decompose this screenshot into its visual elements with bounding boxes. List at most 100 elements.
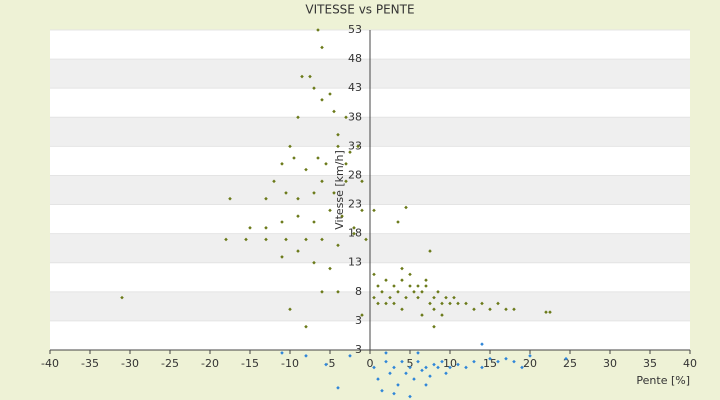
scatter-point — [436, 290, 440, 294]
scatter-point — [372, 295, 376, 300]
x-tick-label: 40 — [683, 357, 697, 370]
scatter-point — [336, 144, 340, 149]
scatter-point — [412, 377, 416, 381]
x-tick-label: -5 — [325, 357, 336, 370]
scatter-point — [564, 356, 568, 361]
x-axis-label: Pente [%] — [636, 374, 690, 387]
scatter-point — [504, 307, 508, 312]
scatter-point — [432, 295, 436, 300]
scatter-point — [324, 162, 328, 166]
scatter-point — [312, 191, 316, 195]
scatter-point — [440, 313, 444, 317]
scatter-point — [308, 74, 312, 79]
scatter-point — [312, 220, 316, 224]
x-tick-label: 5 — [407, 357, 414, 370]
scatter-point — [372, 365, 376, 370]
scatter-point — [264, 196, 268, 201]
y-tick-label: 43 — [348, 81, 362, 94]
scatter-point — [304, 354, 308, 358]
scatter-point — [400, 307, 404, 312]
scatter-point — [328, 92, 332, 96]
scatter-point — [320, 179, 324, 184]
x-tick-label: -10 — [281, 357, 299, 370]
scatter-point — [340, 214, 344, 218]
scatter-point — [548, 310, 552, 314]
scatter-point — [372, 208, 376, 213]
scatter-point — [428, 249, 432, 253]
scatter-point — [328, 266, 332, 271]
y-tick-label: 13 — [348, 256, 362, 269]
scatter-point — [404, 295, 408, 300]
y-axis-label: Vitesse [km/h] — [333, 150, 346, 230]
scatter-point — [496, 359, 500, 364]
scatter-point — [488, 307, 492, 312]
scatter-point — [352, 226, 356, 230]
scatter-point — [248, 226, 252, 230]
y-tick-label: 28 — [348, 168, 362, 181]
scatter-point — [300, 74, 304, 79]
scatter-point — [424, 278, 428, 282]
scatter-point — [332, 109, 336, 114]
scatter-point — [388, 295, 392, 300]
scatter-point — [420, 313, 424, 317]
scatter-point — [320, 45, 324, 50]
scatter-point — [384, 359, 388, 364]
scatter-point — [304, 324, 308, 329]
scatter-point — [380, 290, 384, 294]
scatter-point — [528, 354, 532, 358]
scatter-point — [288, 307, 292, 312]
y-tick-label: 53 — [348, 23, 362, 36]
x-tick-label: 20 — [523, 357, 537, 370]
scatter-point — [480, 365, 484, 370]
x-tick-label: -30 — [121, 357, 139, 370]
x-tick-label: 35 — [643, 357, 657, 370]
y-tick-label: 8 — [355, 285, 362, 298]
scatter-point — [428, 301, 432, 306]
y-tick-label: 33 — [348, 139, 362, 152]
x-tick-label: -35 — [81, 357, 99, 370]
scatter-point — [376, 377, 380, 381]
scatter-point — [428, 374, 432, 378]
scatter-point — [416, 351, 420, 355]
scatter-point — [520, 365, 524, 370]
scatter-point — [424, 284, 428, 288]
scatter-point — [352, 231, 356, 236]
scatter-point — [380, 388, 384, 393]
x-tick-label: 25 — [563, 357, 577, 370]
scatter-point — [464, 301, 468, 306]
scatter-point — [464, 365, 468, 370]
scatter-point — [408, 394, 412, 399]
scatter-point — [432, 362, 436, 367]
scatter-point — [312, 260, 316, 265]
scatter-point — [280, 220, 284, 224]
scatter-point — [400, 359, 404, 364]
scatter-point — [416, 284, 420, 288]
x-tick-label: -15 — [241, 357, 259, 370]
scatter-point — [440, 301, 444, 306]
scatter-point — [396, 220, 400, 224]
scatter-point — [424, 365, 428, 370]
scatter-point — [408, 272, 412, 277]
scatter-point — [288, 144, 292, 149]
scatter-point — [360, 208, 364, 213]
y-tick-label: 48 — [348, 52, 362, 65]
scatter-point — [360, 179, 364, 184]
x-tick-label: -25 — [161, 357, 179, 370]
scatter-point — [376, 284, 380, 288]
scatter-point — [408, 284, 412, 288]
scatter-point — [320, 98, 324, 102]
scatter-point — [392, 391, 396, 396]
scatter-point — [304, 167, 308, 172]
x-tick-label: 0 — [367, 357, 374, 370]
scatter-point — [336, 243, 340, 248]
scatter-point — [264, 237, 268, 242]
scatter-point — [336, 386, 340, 390]
scatter-point — [504, 356, 508, 361]
scatter-point — [344, 162, 348, 166]
x-tick-label: 10 — [443, 357, 457, 370]
scatter-point — [344, 179, 348, 184]
x-tick-label: 30 — [603, 357, 617, 370]
scatter-point — [396, 383, 400, 387]
scatter-point — [448, 301, 452, 306]
